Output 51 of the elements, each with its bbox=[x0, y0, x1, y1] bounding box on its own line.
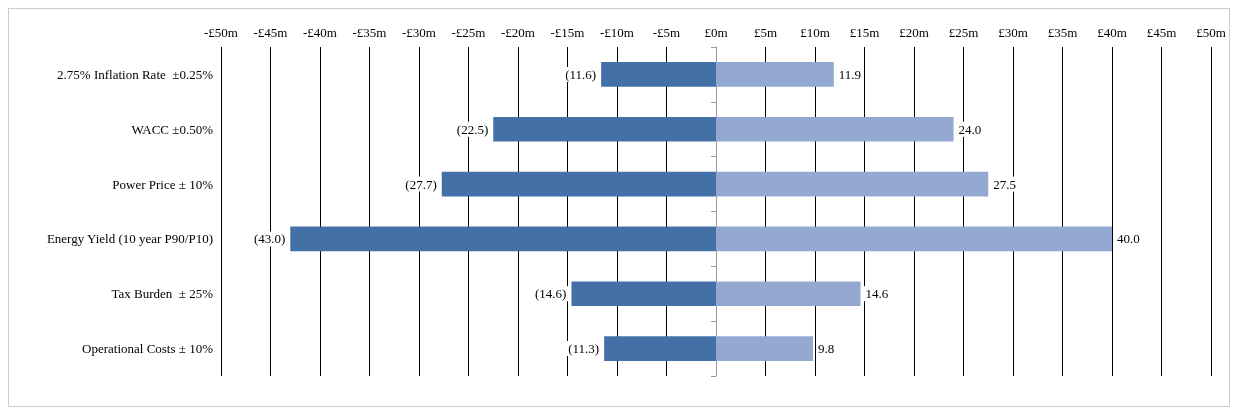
y-tick-label: 2.75% Inflation Rate ±0.25% bbox=[57, 66, 214, 82]
x-tick-label: £20m bbox=[899, 25, 929, 40]
data-label: (14.6) bbox=[535, 286, 567, 302]
bar bbox=[441, 171, 716, 197]
bar bbox=[601, 62, 716, 87]
data-label: 24.0 bbox=[958, 121, 982, 137]
x-tick-label: -£45m bbox=[253, 25, 288, 40]
bar bbox=[716, 336, 814, 361]
data-label: 27.5 bbox=[993, 176, 1016, 192]
y-tick-label: Energy Yield (10 year P90/P10) bbox=[46, 231, 213, 247]
x-tick-label: -£15m bbox=[550, 25, 585, 40]
data-label: 40.0 bbox=[1117, 231, 1140, 247]
x-tick-label: -£5m bbox=[652, 25, 681, 40]
y-tick-label: Operational Costs ± 10% bbox=[82, 341, 214, 357]
y-tick-label: Power Price ± 10% bbox=[112, 176, 214, 192]
x-tick-label: £15m bbox=[849, 25, 880, 40]
data-label: (11.6) bbox=[565, 66, 597, 82]
x-tick-label: £25m bbox=[948, 25, 979, 40]
bar bbox=[493, 116, 716, 142]
bar bbox=[716, 171, 989, 197]
bar bbox=[716, 281, 861, 307]
data-label: 14.6 bbox=[865, 286, 889, 302]
data-label: (22.5) bbox=[456, 121, 489, 137]
x-tick-label: £50m bbox=[1196, 25, 1226, 40]
bar bbox=[290, 226, 716, 252]
bar bbox=[571, 281, 716, 307]
x-tick-label: -£30m bbox=[402, 25, 436, 40]
data-label: (11.3) bbox=[568, 341, 600, 357]
x-tick-label: £5m bbox=[753, 25, 778, 40]
x-tick-label: -£20m bbox=[501, 25, 535, 40]
x-tick-label: £30m bbox=[998, 25, 1028, 40]
data-label: 9.8 bbox=[818, 341, 835, 357]
data-label: (43.0) bbox=[253, 231, 286, 247]
x-tick-label: £10m bbox=[800, 25, 830, 40]
x-tick-label: -£25m bbox=[451, 25, 486, 40]
x-tick-label: -£50m bbox=[204, 25, 238, 40]
bar bbox=[716, 226, 1112, 252]
x-tick-label: £0m bbox=[704, 25, 728, 40]
x-tick-label: £45m bbox=[1146, 25, 1177, 40]
y-tick-label: WACC ±0.50% bbox=[131, 121, 214, 137]
bar bbox=[716, 116, 954, 142]
y-tick-label: Tax Burden ± 25% bbox=[111, 286, 214, 302]
bar bbox=[604, 336, 716, 361]
x-tick-label: £35m bbox=[1047, 25, 1078, 40]
bar bbox=[716, 62, 834, 87]
x-tick-label: £40m bbox=[1097, 25, 1127, 40]
x-tick-label: -£10m bbox=[600, 25, 634, 40]
x-tick-label: -£35m bbox=[352, 25, 387, 40]
x-tick-label: -£40m bbox=[303, 25, 337, 40]
data-label: (27.7) bbox=[405, 176, 437, 192]
data-label: 11.9 bbox=[838, 66, 862, 82]
